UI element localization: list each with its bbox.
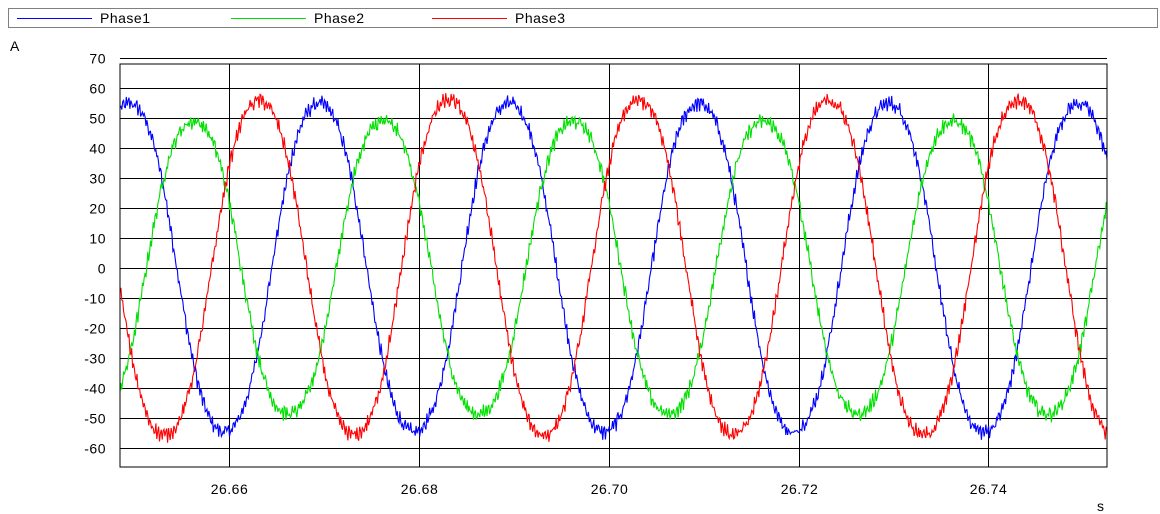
series-group — [119, 93, 1108, 443]
plot-frame — [119, 63, 1108, 468]
y-tick-label: 70 — [89, 51, 106, 67]
y-tick-label: -30 — [84, 351, 106, 367]
legend-swatch-phase2 — [231, 18, 306, 19]
y-tick-label: -60 — [84, 441, 106, 457]
y-tick-label: 10 — [89, 231, 106, 247]
legend-swatch-phase1 — [17, 18, 92, 19]
legend-swatch-phase3 — [432, 18, 507, 19]
x-tick-label: 26.68 — [401, 481, 439, 497]
x-tick-label: 26.66 — [211, 481, 249, 497]
y-tick-label: -20 — [84, 321, 106, 337]
series-line-phase3 — [119, 93, 1108, 443]
grid — [120, 58, 1107, 467]
y-tick-label: -10 — [84, 291, 106, 307]
x-axis-label: s — [1097, 498, 1105, 514]
x-tick-label: 26.72 — [781, 481, 819, 497]
y-tick-label: 30 — [89, 171, 106, 187]
y-axis-label: A — [10, 38, 20, 54]
x-tick-label: 26.74 — [970, 481, 1008, 497]
tick-labels: 70 60 50 40 30 20 10 0 -10 -20 -30 -40 -50 -60 26.66 26… — [84, 51, 1007, 498]
legend-label-phase2: Phase2 — [314, 10, 365, 26]
y-tick-label: 20 — [89, 201, 106, 217]
legend: Phase1 Phase2 Phase3 — [8, 8, 1158, 28]
y-tick-label: 60 — [89, 81, 106, 97]
x-tick-label: 26.70 — [591, 481, 629, 497]
legend-label-phase1: Phase1 — [100, 10, 151, 26]
y-tick-label: -40 — [84, 381, 106, 397]
y-tick-label: 40 — [89, 141, 106, 157]
series-line-phase1 — [119, 95, 1108, 440]
y-tick-label: -50 — [84, 411, 106, 427]
series-line-phase2 — [119, 113, 1108, 423]
y-tick-label: 0 — [98, 261, 106, 277]
y-tick-label: 50 — [89, 111, 106, 127]
legend-label-phase3: Phase3 — [515, 10, 566, 26]
